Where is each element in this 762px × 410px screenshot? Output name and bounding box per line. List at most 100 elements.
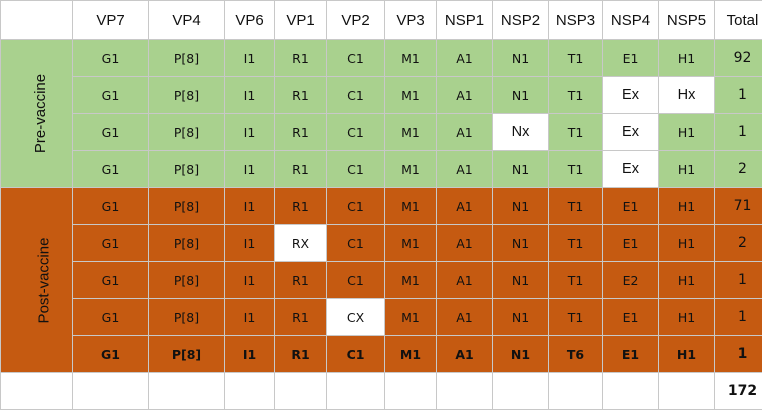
header-nsp5: NSP5	[659, 1, 715, 40]
genotype-cell-vp6: I1	[225, 151, 275, 188]
genotype-cell-nsp2: N1	[493, 151, 549, 188]
genotype-cell-vp1: R1	[275, 151, 327, 188]
header-vp1: VP1	[275, 1, 327, 40]
genotype-cell-vp6: I1	[225, 114, 275, 151]
genotype-cell-vp4: P[8]	[149, 40, 225, 77]
genotype-cell-vp3: M1	[385, 77, 437, 114]
genotype-cell-nsp1: A1	[437, 336, 493, 373]
genotype-cell-vp3: M1	[385, 188, 437, 225]
genotype-cell-nsp5: H1	[659, 262, 715, 299]
genotype-cell-nsp4: E1	[603, 336, 659, 373]
genotype-cell-vp2: C1	[327, 262, 385, 299]
genotype-cell-nsp2: N1	[493, 188, 549, 225]
genotype-cell-nsp5: H1	[659, 151, 715, 188]
genotype-cell-nsp3: T1	[549, 77, 603, 114]
genotype-cell-nsp2: N1	[493, 77, 549, 114]
genotype-cell-vp2: C1	[327, 336, 385, 373]
genotype-cell-nsp1: A1	[437, 262, 493, 299]
genotype-cell-vp2: C1	[327, 40, 385, 77]
genotype-cell-vp7: G1	[73, 114, 149, 151]
genotype-cell-nsp3: T1	[549, 151, 603, 188]
header-total: Total	[715, 1, 762, 40]
genotype-cell-vp4: P[8]	[149, 225, 225, 262]
genotype-cell-vp2: CX	[327, 299, 385, 336]
group-label-text: Pre-vaccine	[32, 74, 49, 153]
header-nsp4: NSP4	[603, 1, 659, 40]
genotype-cell-vp7: G1	[73, 77, 149, 114]
genotype-cell-nsp4: E2	[603, 262, 659, 299]
genotype-cell-nsp2: N1	[493, 225, 549, 262]
genotype-cell-vp2: C1	[327, 225, 385, 262]
genotype-cell-vp4: P[8]	[149, 336, 225, 373]
genotype-cell-nsp1: A1	[437, 188, 493, 225]
genotype-cell-vp6: I1	[225, 262, 275, 299]
genotype-cell-nsp3: T1	[549, 262, 603, 299]
genotype-cell-nsp1: A1	[437, 225, 493, 262]
row-total-cell: 1	[715, 299, 762, 336]
genotype-cell-vp3: M1	[385, 262, 437, 299]
genotype-cell-vp7: G1	[73, 299, 149, 336]
genotype-cell-nsp3: T1	[549, 225, 603, 262]
header-nsp3: NSP3	[549, 1, 603, 40]
genotype-cell-nsp4: E1	[603, 225, 659, 262]
genotype-cell-nsp4: Ex	[603, 114, 659, 151]
genotype-cell-vp4: P[8]	[149, 114, 225, 151]
genotype-cell-vp6: I1	[225, 188, 275, 225]
header-vp7: VP7	[73, 1, 149, 40]
genotype-cell-vp3: M1	[385, 336, 437, 373]
genotype-cell-vp1: R1	[275, 336, 327, 373]
header-group-cell	[1, 1, 73, 40]
genotype-cell-vp3: M1	[385, 225, 437, 262]
row-total-cell: 92	[715, 40, 762, 77]
genotype-cell-vp1: R1	[275, 188, 327, 225]
genotype-cell-vp6: I1	[225, 336, 275, 373]
genotype-cell-vp2: C1	[327, 77, 385, 114]
row-total-cell: 1	[715, 262, 762, 299]
genotype-cell-vp7: G1	[73, 336, 149, 373]
genotype-cell-nsp5: H1	[659, 336, 715, 373]
row-total-cell: 1	[715, 336, 762, 373]
genotype-cell-vp2: C1	[327, 151, 385, 188]
genotype-cell-vp2: C1	[327, 114, 385, 151]
genotype-cell-vp1: RX	[275, 225, 327, 262]
genotype-cell-nsp2: N1	[493, 262, 549, 299]
genotype-cell-nsp3: T1	[549, 299, 603, 336]
genotype-cell-nsp5: H1	[659, 40, 715, 77]
header-nsp2: NSP2	[493, 1, 549, 40]
genotype-cell-nsp2: Nx	[493, 114, 549, 151]
genotype-cell-vp3: M1	[385, 40, 437, 77]
genotype-cell-nsp1: A1	[437, 40, 493, 77]
genotype-cell-nsp3: T1	[549, 40, 603, 77]
genotype-cell-vp7: G1	[73, 225, 149, 262]
genotype-cell-vp4: P[8]	[149, 77, 225, 114]
genotype-cell-nsp4: Ex	[603, 77, 659, 114]
post-vaccine-group-label: Post-vaccine	[1, 188, 73, 373]
genotype-cell-nsp4: E1	[603, 188, 659, 225]
genotype-cell-nsp2: N1	[493, 299, 549, 336]
genotype-cell-nsp3: T1	[549, 114, 603, 151]
header-vp2: VP2	[327, 1, 385, 40]
genotype-cell-nsp2: N1	[493, 336, 549, 373]
genotype-cell-vp1: R1	[275, 299, 327, 336]
genotype-cell-vp6: I1	[225, 225, 275, 262]
genotype-cell-vp1: R1	[275, 114, 327, 151]
genotype-cell-nsp1: A1	[437, 114, 493, 151]
header-row: VP7 VP4 VP6 VP1 VP2 VP3 NSP1 NSP2 NSP3 N…	[1, 1, 762, 40]
genotype-cell-nsp4: E1	[603, 299, 659, 336]
genotype-cell-nsp1: A1	[437, 151, 493, 188]
genotype-cell-nsp3: T1	[549, 188, 603, 225]
genotype-cell-vp1: R1	[275, 262, 327, 299]
genotype-cell-nsp5: H1	[659, 114, 715, 151]
genotype-cell-vp3: M1	[385, 299, 437, 336]
pre-vaccine-group-label: Pre-vaccine	[1, 40, 73, 188]
genotype-cell-nsp2: N1	[493, 40, 549, 77]
